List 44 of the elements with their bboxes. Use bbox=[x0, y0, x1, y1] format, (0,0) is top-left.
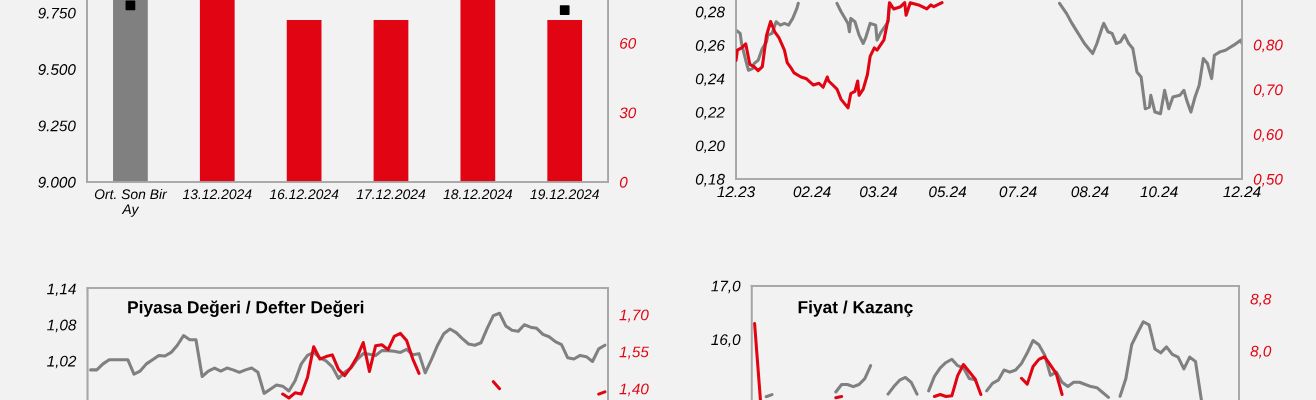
y2-tick-label: 1,40 bbox=[619, 383, 649, 397]
y-tick-label: 9.500 bbox=[38, 64, 76, 75]
y-tick-label: 1,14 bbox=[47, 283, 76, 297]
x-tick-label: Ort. Son Bir Ay bbox=[94, 188, 168, 217]
y-tick-label: 9.000 bbox=[38, 176, 76, 188]
x-tick-label: 13.12.2024 bbox=[182, 189, 252, 200]
y2-tick-label: 1,55 bbox=[619, 346, 649, 360]
y2-tick-label: 30 bbox=[619, 107, 637, 119]
x-tick-label: 12.24 bbox=[1223, 186, 1261, 198]
y-tick-label: 17,0 bbox=[711, 280, 741, 294]
y-tick-label: 0,20 bbox=[695, 140, 725, 154]
y-tick-label: 0,22 bbox=[695, 106, 725, 120]
y-tick-label: 16,0 bbox=[711, 334, 741, 347]
x-tick-label: 07.24 bbox=[999, 186, 1037, 198]
x-tick-label: 19.12.2024 bbox=[530, 189, 599, 200]
y-tick-label: 0,24 bbox=[695, 73, 725, 87]
y-tick-label: 1,02 bbox=[47, 355, 77, 369]
y-tick-label: 9.750 bbox=[38, 7, 76, 19]
y-tick-label: 0,28 bbox=[695, 6, 725, 20]
y-tick-label: 0,18 bbox=[695, 173, 725, 187]
text: Piyasa Değeri / Defter Değeri bbox=[128, 300, 364, 317]
text: Fiyat / Kazanç bbox=[798, 300, 913, 317]
y-tick-label: 9.250 bbox=[38, 120, 76, 132]
y2-tick-label: 0,50 bbox=[1253, 173, 1283, 187]
y2-tick-label: 1,70 bbox=[619, 309, 649, 323]
y2-tick-label: 60 bbox=[620, 37, 637, 49]
x-tick-label: 17.12.2024 bbox=[356, 189, 426, 200]
x-tick-label: 16.12.2024 bbox=[269, 189, 339, 200]
y2-tick-label: 0,60 bbox=[1253, 129, 1283, 142]
x-tick-label: 18.12.2024 bbox=[443, 189, 513, 200]
y-tick-label: 0,26 bbox=[695, 40, 725, 53]
x-tick-label: 10.24 bbox=[1140, 186, 1178, 198]
y2-tick-label: 8,8 bbox=[1250, 293, 1272, 307]
y2-tick-label: 0,80 bbox=[1253, 39, 1283, 53]
y2-tick-label: 0 bbox=[619, 176, 628, 188]
x-tick-label: 05.24 bbox=[929, 186, 967, 198]
x-tick-label: 03.24 bbox=[859, 186, 897, 198]
x-tick-label: 02.24 bbox=[793, 186, 831, 198]
line-series bbox=[736, 1, 944, 110]
y2-tick-label: 8,0 bbox=[1250, 345, 1272, 359]
x-tick-label: 12.23 bbox=[717, 186, 756, 198]
x-tick-label: 08.24 bbox=[1071, 186, 1109, 198]
y-tick-label: 1,08 bbox=[47, 319, 77, 333]
y2-tick-label: 0,70 bbox=[1253, 84, 1283, 97]
